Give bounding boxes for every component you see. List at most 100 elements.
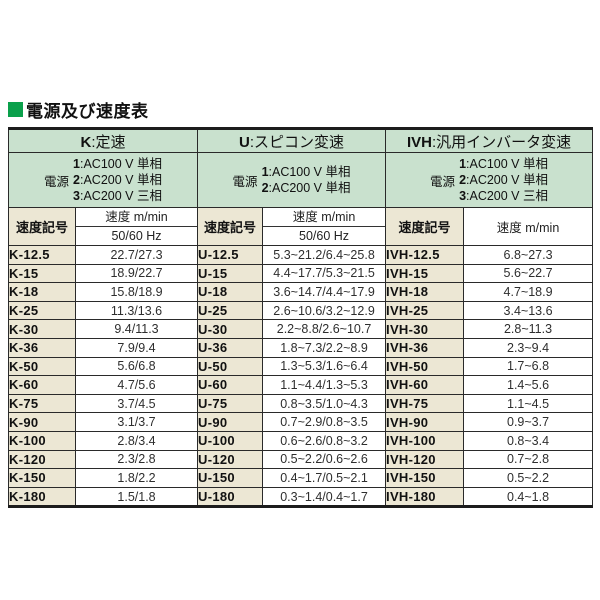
table-row: K-120 2.3/2.8 U-120 0.5~2.2/0.6~2.6 IVH-120 0… [8,449,594,470]
table-row: K-150 1.8/2.2 U-150 0.4~1.7/0.5~2.1 IVH-150 0… [8,468,594,488]
speed-value-cell: 5.6~22.7 [463,263,594,284]
speed-value-cell: 0.4~1.8 [463,486,594,508]
speed-code-cell: U-30 [197,319,264,339]
speed-code-cell: IVH-25 [385,300,465,321]
power-option: 3:AC200 V 三相 [73,189,162,203]
speed-value-cell: 4.7/5.6 [74,375,199,395]
speed-value-cell: 2.3~9.4 [463,337,594,358]
power-option: 1:AC100 V 単相 [73,157,162,171]
speed-code-cell: K-30 [8,319,76,339]
speed-value-cell: 11.3/13.6 [74,300,199,321]
speed-code-cell: IVH-50 [385,356,465,377]
speed-code-cell: K-120 [8,449,76,470]
speed-value-cell: 2.8/3.4 [74,430,199,451]
table-row: K-180 1.5/1.8 U-180 0.3~1.4/0.4~1.7 IVH-180 0… [8,486,594,508]
group-header-K: K:定速 [7,128,199,153]
speed-value-cell: 1.5/1.8 [74,486,199,508]
power-supply-cell-K: 電源 1:AC100 V 単相 2:AC200 V 単相 3:AC200 V 三相 [7,152,199,208]
speed-value-cell: 0.6~2.6/0.8~3.2 [262,430,387,451]
power-option: 3:AC200 V 三相 [459,189,548,203]
speed-code-cell: K-75 [8,393,76,414]
power-supply-cell-IVH: 電源 1:AC100 V 単相 2:AC200 V 単相 3:AC200 V 三相 [385,152,594,208]
speed-value-cell: 1.4~5.6 [463,375,594,395]
table-row: K-36 7.9/9.4 U-36 1.8~7.3/2.2~8.9 IVH-36 2.3~… [8,337,594,358]
frequency-label: 50/60 Hz [111,229,162,243]
table-row: K-30 9.4/11.3 U-30 2.2~8.8/2.6~10.7 IVH-30 2.… [8,319,594,339]
speed-code-cell: U-36 [197,337,264,358]
speed-code-cell: IVH-15 [385,263,465,284]
speed-value-cell: 0.8~3.4 [463,430,594,451]
speed-code-cell: IVH-120 [385,449,465,470]
speed-value-cell: 1.8/2.2 [74,468,199,488]
speed-value-cell: 3.4~13.6 [463,300,594,321]
speed-code-cell: K-12.5 [8,245,76,265]
speed-code-cell: U-15 [197,263,264,284]
speed-code-cell: K-150 [8,468,76,488]
table-row: K-15 18.9/22.7 U-15 4.4~17.7/5.3~21.5 IVH-15… [8,263,594,284]
speed-value-cell: 0.9~3.7 [463,412,594,432]
speed-value-cell: 7.9/9.4 [74,337,199,358]
speed-value-cell: 5.6/6.8 [74,356,199,377]
power-speed-table: K:定速 U:スピコン変速 IVH:汎用インバータ変速 電源 1:AC100 V 単相 2… [7,127,594,509]
power-option: 1:AC100 V 単相 [261,165,351,179]
speed-code-column-header-K: 速度記号 [8,207,76,246]
speed-code-column-header-U: 速度記号 [197,207,264,246]
speed-code-cell: K-50 [8,356,76,377]
speed-code-cell: IVH-150 [385,468,465,488]
speed-value-cell: 0.4~1.7/0.5~2.1 [262,468,387,488]
speed-code-cell: U-60 [197,375,264,395]
speed-unit-column-header-U: 速度 m/min 50/60 Hz [262,207,387,246]
speed-value-cell: 9.4/11.3 [74,319,199,339]
table-row: K-90 3.1/3.7 U-90 0.7~2.9/0.8~3.5 IVH-90 0.9~… [8,412,594,432]
power-option: 1:AC100 V 単相 [459,157,548,171]
speed-value-cell: 0.5~2.2/0.6~2.6 [262,449,387,470]
speed-code-cell: IVH-75 [385,393,465,414]
speed-value-cell: 5.3~21.2/6.4~25.8 [262,245,387,265]
speed-value-cell: 0.7~2.8 [463,449,594,470]
speed-value-cell: 22.7/27.3 [74,245,199,265]
speed-code-cell: U-50 [197,356,264,377]
table-row: K-60 4.7/5.6 U-60 1.1~4.4/1.3~5.3 IVH-60 1.4~… [8,375,594,395]
speed-code-cell: U-150 [197,468,264,488]
speed-value-cell: 3.6~14.7/4.4~17.9 [262,282,387,302]
speed-code-cell: IVH-12.5 [385,245,465,265]
speed-value-cell: 0.7~2.9/0.8~3.5 [262,412,387,432]
speed-code-cell: K-25 [8,300,76,321]
speed-value-cell: 1.7~6.8 [463,356,594,377]
speed-code-cell: K-90 [8,412,76,432]
speed-value-cell: 3.7/4.5 [74,393,199,414]
frequency-label: 50/60 Hz [299,229,350,243]
speed-unit-label: 速度 m/min [263,209,385,227]
speed-code-cell: IVH-180 [385,486,465,508]
power-label: 電源 [232,174,258,189]
power-option: 2:AC200 V 単相 [261,181,351,195]
speed-value-cell: 2.6~10.6/3.2~12.9 [262,300,387,321]
speed-code-cell: K-180 [8,486,76,508]
speed-value-cell: 4.4~17.7/5.3~21.5 [262,263,387,284]
table-row: K-50 5.6/6.8 U-50 1.3~5.3/1.6~6.4 IVH-50 1.7~… [8,356,594,377]
speed-code-cell: U-75 [197,393,264,414]
speed-code-cell: IVH-18 [385,282,465,302]
speed-code-cell: U-120 [197,449,264,470]
speed-code-cell: K-60 [8,375,76,395]
speed-value-cell: 0.3~1.4/0.4~1.7 [262,486,387,508]
power-option: 2:AC200 V 単相 [73,173,162,187]
page-title: 電源及び速度表 [8,97,149,122]
table-row: K-18 15.8/18.9 U-18 3.6~14.7/4.4~17.9 IVH-18… [8,282,594,302]
speed-code-cell: U-90 [197,412,264,432]
speed-code-cell: IVH-100 [385,430,465,451]
speed-unit-column-header-K: 速度 m/min 50/60 Hz [74,207,199,246]
speed-code-cell: K-100 [8,430,76,451]
speed-value-cell: 2.8~11.3 [463,319,594,339]
speed-value-cell: 6.8~27.3 [463,245,594,265]
speed-code-cell: K-15 [8,263,76,284]
speed-code-cell: IVH-60 [385,375,465,395]
speed-value-cell: 0.8~3.5/1.0~4.3 [262,393,387,414]
speed-code-cell: U-18 [197,282,264,302]
speed-value-cell: 2.3/2.8 [74,449,199,470]
speed-code-cell: IVH-90 [385,412,465,432]
speed-unit-column-header-IVH: 速度 m/min [463,207,594,246]
speed-value-cell: 3.1/3.7 [74,412,199,432]
speed-code-cell: U-100 [197,430,264,451]
group-header-IVH: IVH:汎用インバータ変速 [385,128,594,153]
